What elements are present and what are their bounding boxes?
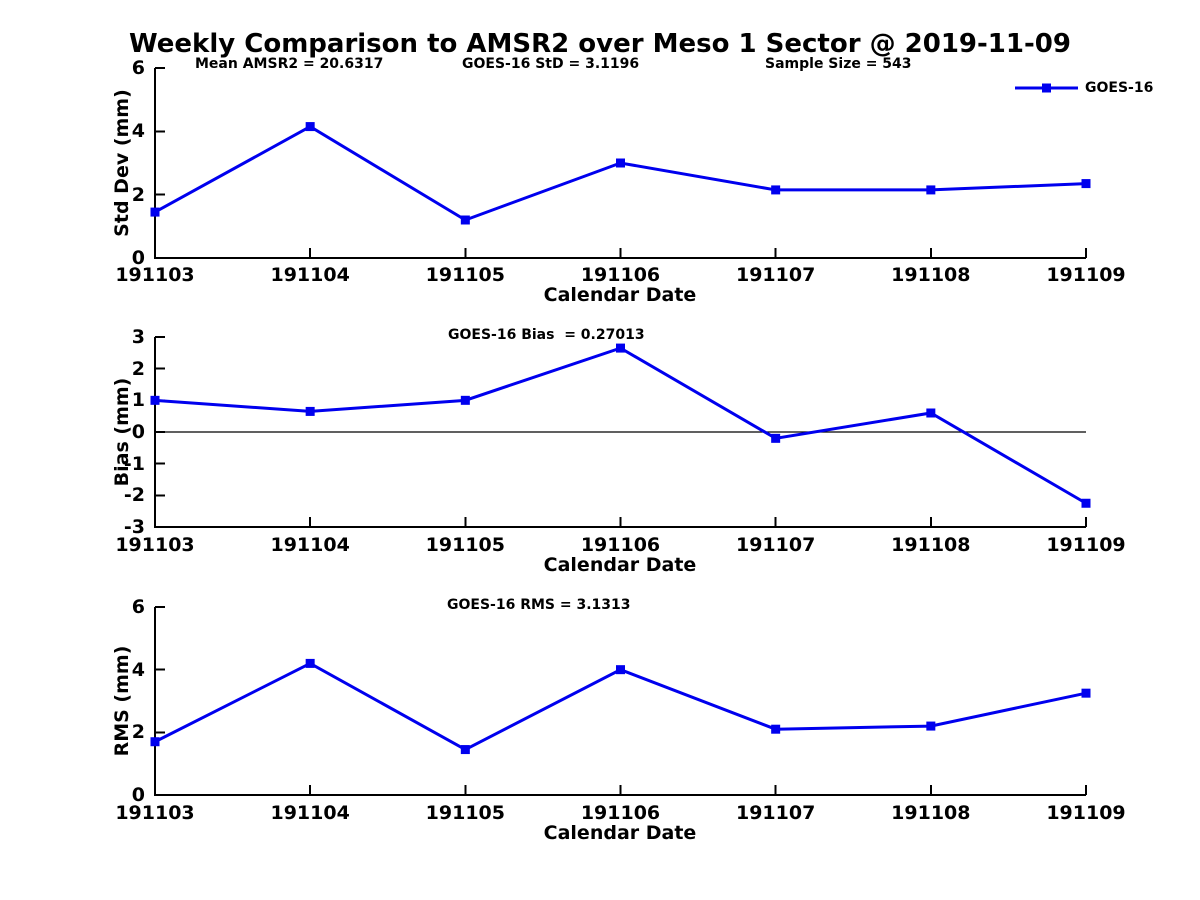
y-tick-label: 4	[131, 658, 145, 681]
annotation-mean-amsr2: Mean AMSR2 = 20.6317	[195, 56, 384, 72]
legend-marker	[1042, 83, 1051, 93]
legend	[1015, 83, 1078, 93]
data-point-marker	[305, 122, 315, 132]
subplot-rms	[150, 606, 1091, 796]
y-tick-label: 6	[131, 596, 145, 618]
x-tick-label: 191106	[580, 802, 661, 824]
x-tick-label: 191109	[1046, 264, 1126, 286]
subplot-bias	[150, 336, 1091, 528]
figure-title: Weekly Comparison to AMSR2 over Meso 1 S…	[129, 29, 1071, 59]
data-point-marker	[1081, 179, 1091, 189]
x-tick-label: 191109	[1046, 534, 1126, 556]
y-tick-label: 0	[131, 421, 145, 443]
y-tick-label: 2	[131, 357, 145, 380]
y-tick-label: 1	[131, 389, 145, 412]
data-point-marker	[150, 395, 160, 405]
x-tick-label: 191107	[735, 802, 816, 824]
y-tick-label: 4	[131, 120, 145, 143]
x-tick-label: 191103	[115, 534, 195, 556]
x-tick-label: 191104	[270, 534, 350, 556]
data-point-marker	[150, 737, 160, 747]
data-point-marker	[1081, 688, 1091, 698]
data-point-marker	[771, 433, 781, 443]
series-line-goes-16	[154, 346, 1087, 505]
data-point-marker	[616, 158, 625, 168]
y-tick-label: 0	[131, 784, 145, 806]
series-line-goes-16	[154, 124, 1087, 222]
annotation-sample-size: Sample Size = 543	[765, 56, 912, 72]
data-point-marker	[460, 395, 470, 405]
data-point-marker	[771, 185, 781, 195]
data-point-marker	[926, 408, 936, 418]
data-point-marker	[460, 215, 470, 225]
x-axis-label-calendar-date-bottom: Calendar Date	[543, 822, 697, 844]
x-tick-label: 191107	[735, 264, 816, 286]
data-point-marker	[926, 721, 936, 731]
x-tick-label: 191104	[270, 264, 350, 286]
x-tick-label: 191107	[735, 534, 816, 556]
x-tick-label: 191109	[1046, 802, 1126, 824]
data-point-marker	[460, 745, 470, 755]
x-tick-label: 191108	[891, 534, 971, 556]
series-line-goes-16	[154, 661, 1087, 752]
data-point-marker	[616, 665, 625, 675]
x-axis-label-calendar-date-top: Calendar Date	[543, 284, 697, 306]
y-tick-label: 0	[131, 247, 145, 269]
subplot-std-dev	[150, 67, 1091, 259]
y-tick-label: -1	[123, 452, 145, 475]
annotation-goes16-bias: GOES-16 Bias = 0.27013	[448, 327, 645, 343]
y-tick-label: -2	[123, 484, 145, 507]
data-point-marker	[150, 207, 160, 217]
x-tick-label: 191104	[270, 802, 350, 824]
x-tick-label: 191105	[425, 534, 505, 556]
y-tick-label: 6	[131, 57, 145, 79]
annotation-goes16-rms: GOES-16 RMS = 3.1313	[447, 597, 631, 613]
x-tick-label: 191103	[115, 264, 195, 286]
axis-border	[154, 607, 1086, 796]
x-tick-label: 191103	[115, 802, 195, 824]
data-point-marker	[1081, 498, 1091, 508]
data-point-marker	[305, 406, 315, 416]
x-tick-label: 191106	[580, 534, 661, 556]
data-point-marker	[616, 343, 625, 353]
x-tick-label: 191105	[425, 802, 505, 824]
data-point-marker	[926, 185, 936, 195]
legend-label-goes16: GOES-16	[1085, 80, 1154, 96]
y-tick-label: 2	[131, 721, 145, 744]
data-point-marker	[771, 724, 781, 734]
annotation-goes16-std: GOES-16 StD = 3.1196	[462, 56, 640, 72]
y-tick-label: 3	[131, 326, 145, 348]
data-point-marker	[305, 658, 315, 668]
x-tick-label: 191105	[425, 264, 505, 286]
x-tick-label: 191106	[580, 264, 661, 286]
x-tick-label: 191108	[891, 264, 971, 286]
y-tick-label: 2	[131, 183, 145, 206]
y-tick-label: -3	[123, 516, 145, 538]
x-axis-label-calendar-date-middle: Calendar Date	[543, 554, 697, 576]
x-tick-label: 191108	[891, 802, 971, 824]
